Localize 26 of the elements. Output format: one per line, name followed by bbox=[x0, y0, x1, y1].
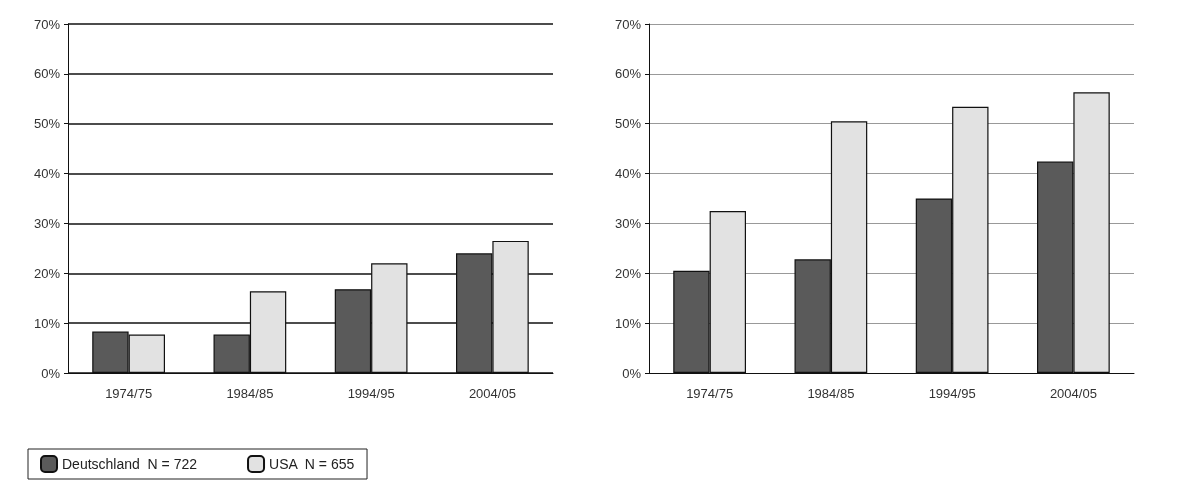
x-tick-label: 1984/85 bbox=[226, 386, 274, 401]
legend-label: USA N = 655 bbox=[269, 456, 355, 472]
x-tick-label: 2004/05 bbox=[1049, 386, 1097, 401]
y-tick-label: 50% bbox=[33, 116, 61, 132]
x-tick-label: 1984/85 bbox=[807, 386, 855, 401]
y-tick-label: 30% bbox=[33, 215, 61, 231]
legend-label: Deutschland N = 722 bbox=[62, 456, 198, 472]
y-tick-label: 10% bbox=[33, 315, 61, 331]
y-tick-label: 70% bbox=[33, 16, 61, 32]
y-tick-label: 10% bbox=[614, 315, 642, 331]
y-tick-label: 20% bbox=[33, 265, 61, 281]
x-tick-label: 1994/95 bbox=[928, 386, 976, 401]
y-tick-label: 60% bbox=[614, 66, 642, 82]
x-tick-label: 2004/05 bbox=[468, 386, 516, 401]
y-tick-label: 50% bbox=[614, 116, 642, 132]
x-tick-label: 1994/95 bbox=[347, 386, 395, 401]
y-tick-label: 0% bbox=[622, 365, 642, 381]
y-tick-label: 20% bbox=[614, 265, 642, 281]
y-tick-label: 30% bbox=[614, 215, 642, 231]
x-tick-label: 1974/75 bbox=[105, 386, 153, 401]
y-tick-label: 40% bbox=[614, 166, 642, 182]
y-tick-label: 40% bbox=[33, 166, 61, 182]
y-tick-label: 0% bbox=[41, 365, 61, 381]
y-tick-label: 70% bbox=[614, 16, 642, 32]
x-tick-label: 1974/75 bbox=[686, 386, 734, 401]
y-tick-label: 60% bbox=[33, 66, 61, 82]
